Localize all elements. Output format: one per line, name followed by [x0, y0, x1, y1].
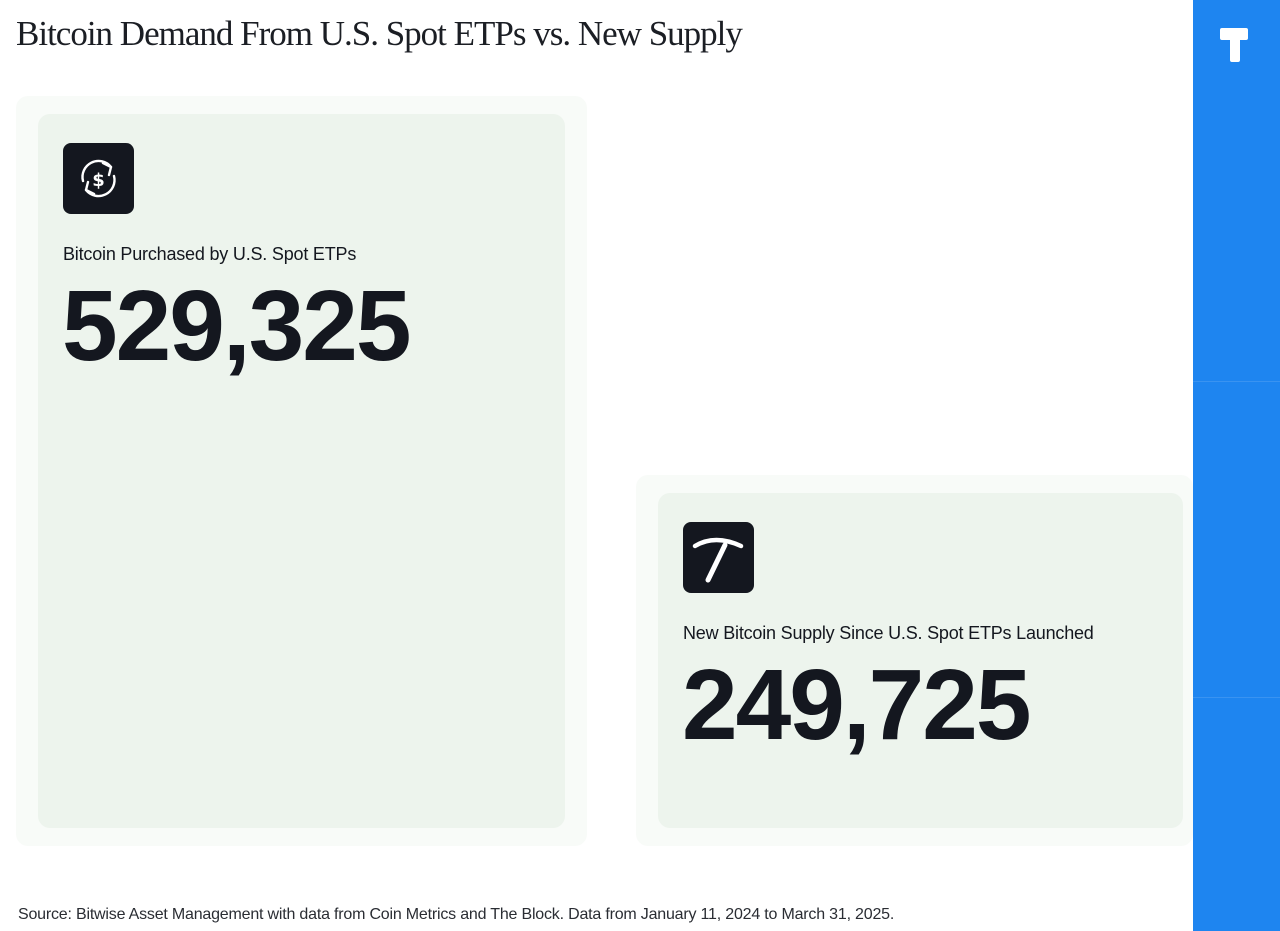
new-supply-label: New Bitcoin Supply Since U.S. Spot ETPs … [683, 623, 1094, 643]
sidebar-divider [1193, 381, 1280, 382]
brand-logo-icon [1220, 28, 1248, 62]
sidebar-divider [1193, 697, 1280, 698]
chart-title: Bitcoin Demand From U.S. Spot ETPs vs. N… [16, 14, 743, 53]
new-supply-value: 249,725 [682, 649, 1031, 761]
pickaxe-icon [683, 522, 754, 593]
source-note: Source: Bitwise Asset Management with da… [18, 906, 895, 923]
etp-purchased-label: Bitcoin Purchased by U.S. Spot ETPs [63, 244, 357, 264]
etp-purchased-value: 529,325 [62, 270, 411, 382]
exchange-dollar-icon: $ [63, 143, 134, 214]
brand-sidebar [1193, 0, 1280, 931]
svg-text:$: $ [92, 170, 105, 191]
etp-purchased-bar [38, 114, 565, 828]
